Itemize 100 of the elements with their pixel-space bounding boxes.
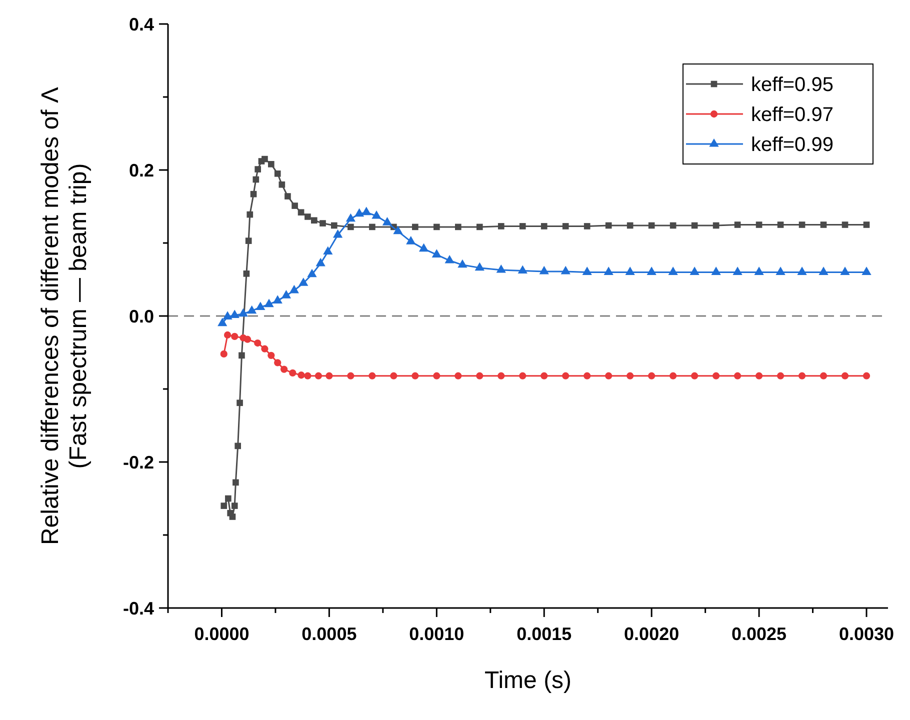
y-tick-label: 0.2 (128, 160, 154, 180)
point (274, 359, 282, 366)
point (220, 502, 228, 509)
point (230, 310, 240, 318)
point (562, 372, 570, 380)
point (234, 442, 242, 450)
point (712, 372, 720, 380)
point (433, 224, 440, 230)
point (393, 226, 403, 234)
point (776, 372, 784, 380)
point (268, 161, 274, 168)
y-tick-label: -0.2 (122, 452, 154, 472)
x-tick-label: 0.0025 (732, 624, 787, 644)
point (272, 295, 282, 304)
point (777, 222, 784, 228)
point (348, 224, 354, 230)
x-tick-label: 0.0005 (302, 624, 357, 644)
point (220, 350, 228, 358)
point (432, 249, 442, 258)
point (691, 372, 698, 380)
point (605, 372, 612, 380)
point (444, 254, 454, 264)
point (454, 224, 462, 230)
point (498, 223, 504, 230)
point (625, 266, 635, 275)
point (304, 372, 312, 380)
point (372, 210, 382, 219)
point (626, 222, 634, 229)
point (236, 400, 243, 406)
point (496, 264, 506, 273)
point (262, 156, 268, 162)
point (776, 266, 786, 275)
point (458, 259, 468, 268)
legend-label: keff=0.97 (751, 104, 834, 126)
point (626, 372, 634, 380)
point (734, 372, 742, 380)
y-axis-title: Relative differences of different modes of Λ (Fast spectrum — beam trip) (37, 86, 92, 546)
point (382, 217, 392, 226)
point (797, 266, 807, 275)
point (646, 266, 656, 275)
point (310, 217, 318, 224)
point (254, 339, 262, 347)
point (298, 209, 304, 216)
point (268, 352, 275, 359)
point (670, 372, 677, 380)
point (519, 372, 526, 380)
point (222, 311, 232, 320)
point (604, 266, 614, 275)
point (474, 262, 484, 271)
y-tick-label: 0.0 (128, 306, 154, 326)
point (314, 372, 322, 380)
point (354, 208, 364, 217)
point (347, 372, 354, 380)
point (418, 243, 429, 252)
point (250, 190, 257, 198)
point (298, 278, 308, 286)
point (225, 495, 232, 502)
x-tick-label: 0.0000 (194, 624, 250, 644)
legend-label: keff=0.99 (751, 134, 834, 156)
point (584, 372, 591, 380)
point (362, 206, 372, 216)
point (690, 266, 700, 275)
point (841, 372, 849, 380)
point (320, 220, 326, 226)
point (238, 308, 248, 317)
point (304, 214, 311, 220)
point (244, 336, 252, 343)
point (245, 238, 252, 244)
point (326, 372, 333, 380)
point (346, 213, 356, 222)
point (232, 479, 239, 486)
point (307, 268, 317, 278)
point (798, 222, 806, 228)
point (818, 266, 828, 275)
point (754, 266, 764, 275)
point (840, 266, 850, 275)
point (862, 372, 870, 380)
point (454, 372, 462, 380)
point (231, 332, 238, 340)
point (605, 222, 612, 229)
point (863, 222, 870, 228)
point (368, 372, 376, 380)
point (476, 372, 484, 380)
point (231, 502, 238, 509)
point (712, 222, 720, 229)
point (274, 170, 281, 177)
point (519, 223, 526, 230)
point (261, 345, 268, 352)
point (584, 223, 590, 230)
point (224, 331, 232, 339)
x-tick-label: 0.0010 (409, 624, 464, 644)
legend-label: keff=0.95 (751, 74, 834, 96)
point (820, 372, 828, 380)
y-tick-label: -0.4 (122, 598, 154, 618)
x-tick-label: 0.0015 (516, 624, 572, 644)
point (668, 266, 678, 275)
point (256, 302, 266, 310)
point (732, 266, 742, 275)
point (691, 222, 698, 229)
point (820, 222, 827, 228)
